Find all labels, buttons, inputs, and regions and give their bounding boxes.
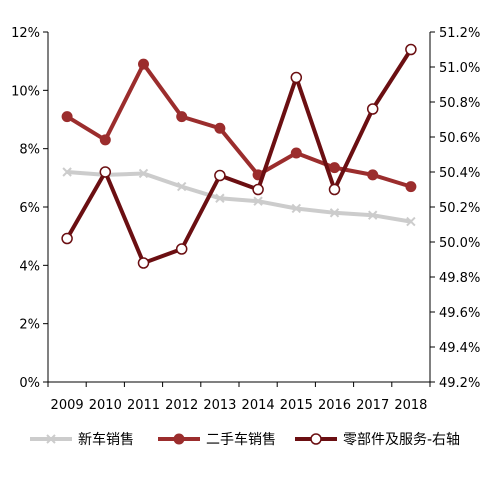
data-point xyxy=(61,111,73,123)
right-tick-label: 49.6% xyxy=(439,306,480,321)
point-marker-stroke xyxy=(253,196,263,206)
point-marker-stroke xyxy=(62,167,72,177)
x-tick-label: 2017 xyxy=(356,398,389,413)
point-marker-stroke xyxy=(367,210,378,220)
data-point xyxy=(253,196,263,206)
x-tick-label: 2018 xyxy=(394,398,427,413)
data-point xyxy=(215,193,225,203)
data-point xyxy=(290,71,303,84)
data-point xyxy=(310,433,322,445)
right-tick-label: 50.4% xyxy=(439,166,480,181)
data-point xyxy=(405,43,417,56)
data-point xyxy=(252,183,264,196)
left-tick-label: 4% xyxy=(19,259,40,274)
series-3 xyxy=(61,43,417,269)
left-tick-label: 12% xyxy=(11,26,40,41)
data-point xyxy=(214,169,226,182)
data-point xyxy=(176,181,187,192)
left-tick-label: 6% xyxy=(19,201,40,216)
series-line xyxy=(66,62,412,189)
data-point xyxy=(138,58,149,70)
data-point xyxy=(329,208,340,218)
x-tick-label: 2016 xyxy=(318,398,351,413)
data-point xyxy=(328,183,341,196)
data-point xyxy=(406,216,416,227)
data-point xyxy=(367,169,379,181)
left-tick-label: 10% xyxy=(11,84,40,99)
data-point xyxy=(290,147,302,159)
legend-label: 零部件及服务-右轴 xyxy=(343,432,460,448)
data-point xyxy=(62,167,72,177)
right-tick-label: 51.2% xyxy=(439,26,480,41)
series-line xyxy=(65,48,413,265)
right-tick-label: 49.4% xyxy=(439,341,480,356)
data-point xyxy=(176,111,188,123)
series-layer xyxy=(61,43,417,269)
series-line xyxy=(66,170,412,224)
x-tick-label: 2010 xyxy=(89,398,122,413)
data-point xyxy=(99,166,112,178)
data-point xyxy=(61,232,73,245)
data-point xyxy=(329,162,340,174)
data-point xyxy=(367,210,378,220)
left-tick-label: 8% xyxy=(19,143,40,158)
right-tick-label: 50.0% xyxy=(439,236,480,251)
point-marker-stroke xyxy=(46,434,56,444)
legend-label: 新车销售 xyxy=(78,431,134,448)
series-2 xyxy=(61,58,417,193)
x-tick-label: 2014 xyxy=(242,398,275,413)
legend-item: 新车销售 xyxy=(30,431,134,448)
data-point xyxy=(366,103,379,115)
point-marker-stroke xyxy=(291,203,302,214)
data-point xyxy=(138,168,149,179)
data-point xyxy=(175,243,188,255)
data-point xyxy=(291,203,302,214)
point-marker-stroke xyxy=(329,208,340,218)
right-tick-label: 49.2% xyxy=(439,376,480,391)
x-tick-label: 2012 xyxy=(165,398,198,413)
axes: 0% 2% 4% 6% 8% 10% 12% 49.2% 49.4% 49.6% 49.8% 50.0… xyxy=(11,26,480,413)
x-tick-label: 2015 xyxy=(280,398,313,413)
x-tick-label: 2011 xyxy=(127,398,160,413)
right-tick-label: 50.6% xyxy=(439,131,480,146)
point-marker-stroke xyxy=(406,216,416,227)
left-tick-label: 2% xyxy=(19,318,40,333)
x-tick-label: 2013 xyxy=(203,398,236,413)
right-tick-label: 50.8% xyxy=(439,96,480,111)
data-point xyxy=(173,433,185,445)
legend-item: 零部件及服务-右轴 xyxy=(295,432,460,448)
data-point xyxy=(99,134,111,146)
data-point xyxy=(214,122,226,134)
x-tick-label: 2009 xyxy=(51,398,84,413)
left-tick-label: 0% xyxy=(19,376,40,391)
right-tick-label: 51.0% xyxy=(439,61,480,76)
point-marker-stroke xyxy=(215,193,225,203)
right-tick-label: 49.8% xyxy=(439,271,480,286)
legend-label: 二手车销售 xyxy=(206,431,276,448)
data-point xyxy=(46,434,56,444)
data-point xyxy=(405,181,417,193)
data-point xyxy=(137,257,150,269)
point-marker-stroke xyxy=(138,168,149,179)
legend-item: 二手车销售 xyxy=(158,431,276,448)
legend: 新车销售 二手车销售 零部件及服务-右轴 xyxy=(30,431,460,448)
right-tick-label: 50.2% xyxy=(439,201,480,216)
point-marker-stroke xyxy=(176,181,187,192)
